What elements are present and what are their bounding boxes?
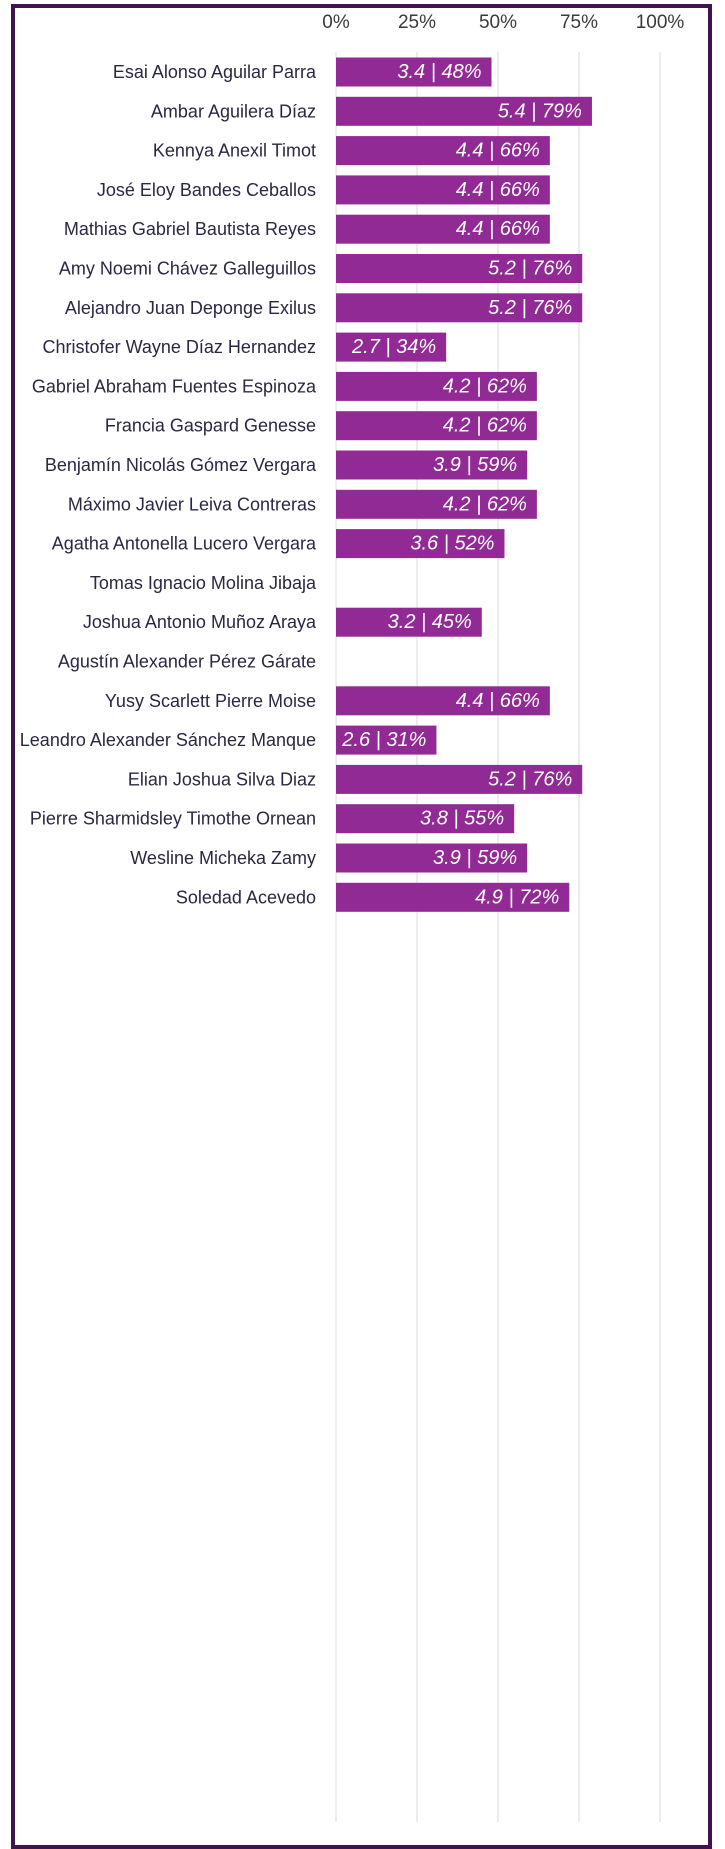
data-label: 4.4 | 66% [456, 179, 540, 201]
bar [336, 411, 537, 441]
bars [336, 57, 592, 912]
category-label: Pierre Sharmidsley Timothe Ornean [30, 809, 316, 829]
bar [336, 607, 482, 637]
data-label: 4.2 | 62% [443, 375, 527, 397]
bar [336, 254, 583, 283]
data-label: 2.7 | 34% [351, 336, 436, 358]
category-label: Esai Alonso Aguilar Parra [113, 62, 317, 82]
bar [336, 764, 583, 794]
bar [336, 489, 537, 519]
x-tick-label: 75% [560, 12, 598, 33]
category-labels: Esai Alonso Aguilar Parra Ambar Aguilera … [20, 62, 317, 907]
x-tick-label: 100% [636, 12, 685, 33]
data-label: 4.4 | 66% [456, 140, 540, 162]
bar [336, 96, 592, 126]
category-label: Leandro Alexander Sánchez Manque [20, 730, 316, 750]
category-label: Máximo Javier Leiva Contreras [68, 494, 316, 514]
category-label: Agustín Alexander Pérez Gárate [58, 652, 316, 672]
data-label: 3.9 | 59% [433, 847, 517, 869]
bar [336, 371, 537, 401]
data-label: 5.4 | 79% [498, 100, 582, 122]
data-label: 4.2 | 62% [443, 493, 527, 515]
data-label: 5.2 | 76% [488, 258, 572, 280]
data-label: 3.4 | 48% [397, 61, 481, 83]
category-label: José Eloy Bandes Ceballos [97, 180, 316, 200]
category-label: Gabriel Abraham Fuentes Espinoza [32, 376, 317, 396]
category-label: Soledad Acevedo [176, 887, 316, 907]
bar [336, 57, 492, 87]
bar [336, 175, 550, 205]
category-label: Elian Joshua Silva Diaz [128, 769, 316, 789]
bar [336, 332, 447, 362]
data-label: 4.4 | 66% [456, 690, 540, 712]
category-label: Kennya Anexil Timot [153, 141, 316, 161]
category-label: Ambar Aguilera Díaz [151, 101, 316, 121]
data-label: 2.6 | 31% [341, 729, 426, 751]
bar [336, 214, 550, 244]
category-label: Wesline Micheka Zamy [130, 848, 316, 868]
x-tick-label: 25% [398, 12, 436, 33]
data-label: 3.6 | 52% [410, 533, 494, 555]
data-label: 3.9 | 59% [433, 454, 517, 476]
bar [336, 136, 550, 166]
category-label: Tomas Ignacio Molina Jibaja [90, 573, 317, 593]
category-label: Francia Gaspard Genesse [105, 416, 316, 436]
data-label: 4.9 | 72% [475, 886, 559, 908]
x-tick-label: 50% [479, 12, 517, 33]
bar [336, 293, 583, 323]
data-label: 3.2 | 45% [388, 611, 472, 633]
category-label: Mathias Gabriel Bautista Reyes [64, 219, 316, 239]
category-label: Yusy Scarlett Pierre Moise [105, 691, 316, 711]
bar [336, 450, 528, 480]
bar [336, 686, 550, 716]
bar [336, 882, 570, 912]
category-label: Alejandro Juan Deponge Exilus [65, 298, 316, 318]
bar [336, 843, 528, 873]
category-label: Agatha Antonella Lucero Vergara [52, 534, 317, 554]
data-label: 4.4 | 66% [456, 218, 540, 240]
category-label: Amy Noemi Chávez Galleguillos [59, 259, 316, 279]
x-axis-ticks: 0% 25% 50% 75% 100% [322, 12, 684, 33]
category-label: Joshua Antonio Muñoz Araya [83, 612, 317, 632]
data-label: 3.8 | 55% [420, 808, 504, 830]
data-labels: 3.4 | 48% 5.4 | 79% 4.4 | 66% 4.4 | 66% 4.4 … [341, 61, 582, 908]
bar [336, 725, 437, 755]
bar [336, 804, 515, 834]
category-label: Christofer Wayne Díaz Hernandez [43, 337, 316, 357]
x-tick-label: 0% [322, 12, 350, 33]
bar [336, 529, 505, 559]
data-label: 5.2 | 76% [488, 297, 572, 319]
data-label: 4.2 | 62% [443, 415, 527, 437]
category-label: Benjamín Nicolás Gómez Vergara [45, 455, 317, 475]
data-label: 5.2 | 76% [488, 768, 572, 790]
